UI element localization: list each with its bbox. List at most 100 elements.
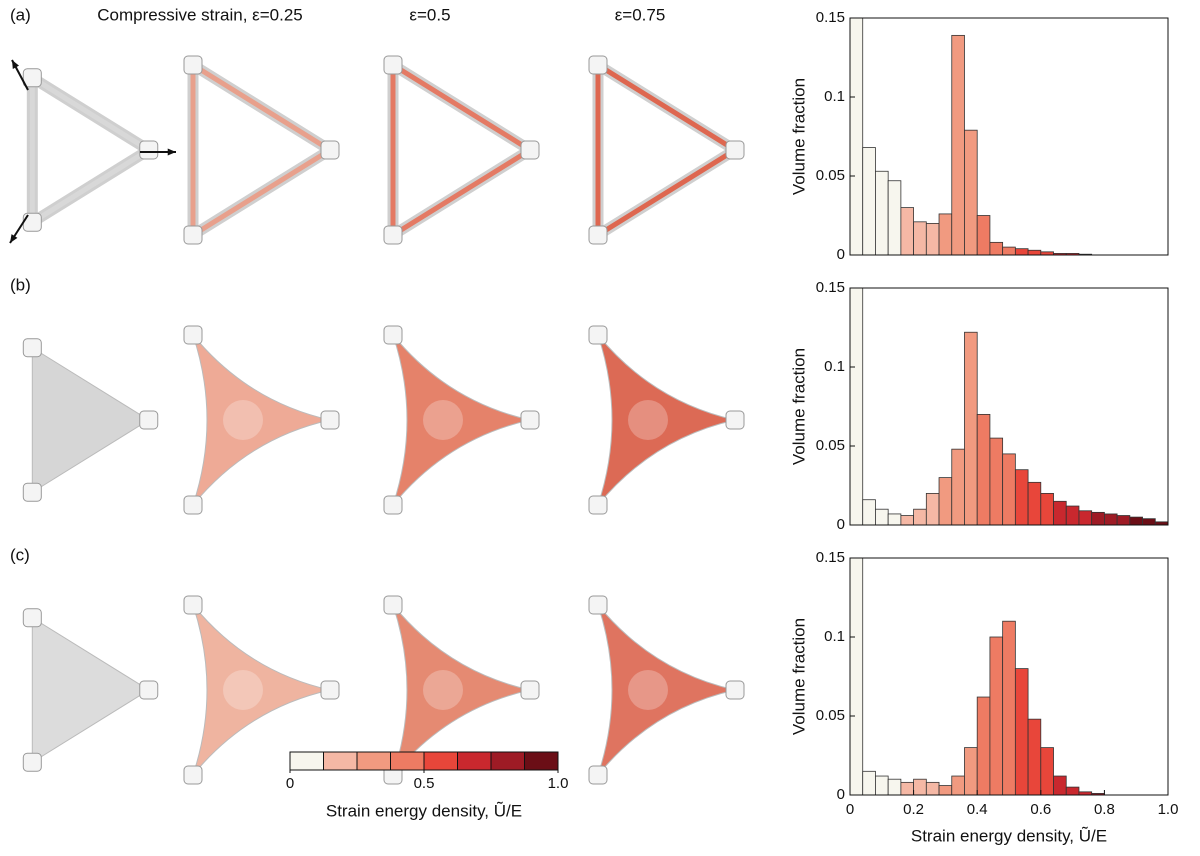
histogram-bar [951, 775, 965, 796]
specimen-clamp [139, 410, 159, 430]
x-axis-label: Strain energy density, Ũ/E [911, 826, 1107, 845]
plot-frame [849, 557, 1169, 796]
histogram-bar [989, 437, 1004, 526]
colorbar-swatch [490, 751, 525, 771]
specimen-clamp [588, 765, 608, 785]
histogram-bar [875, 775, 889, 796]
y-tick-label: 0.05 [816, 437, 845, 454]
specimen-clamp [588, 225, 608, 245]
specimen-clamp [183, 325, 203, 345]
histogram-bar [887, 778, 902, 796]
load-arrowhead [12, 60, 19, 69]
specimen-plate [392, 604, 531, 776]
specimen-frame [187, 59, 336, 241]
y-tick-label: 0.1 [824, 628, 845, 645]
y-tick-label: 0.15 [816, 9, 845, 26]
histogram-bar [925, 492, 940, 526]
colorbar-tick-label: 1.0 [548, 775, 569, 792]
column-title: ε=0.5 [409, 5, 450, 24]
histogram-bar [1142, 518, 1156, 526]
histogram-bar [976, 696, 991, 796]
specimen [383, 55, 540, 245]
specimen-clamp [139, 680, 159, 700]
histogram-bar [989, 241, 1004, 256]
colorbar-swatch [289, 751, 324, 771]
y-tick-label: 0.15 [816, 279, 845, 296]
histogram-bar [900, 207, 915, 256]
y-tick-label: 0.05 [816, 707, 845, 724]
specimen-clamp [183, 55, 203, 75]
specimen-clamp [520, 410, 540, 430]
specimen-clamp [183, 225, 203, 245]
specimen-clamp [383, 225, 403, 245]
specimen-frame-strain [595, 62, 738, 238]
colorbar-tick-label: 0.5 [414, 775, 435, 792]
colorbar-swatch [423, 751, 458, 771]
histogram-bar [1002, 246, 1016, 256]
specimen-clamp [383, 495, 403, 515]
histogram-bar [951, 448, 965, 526]
histogram-bar [976, 413, 991, 526]
specimen [183, 595, 340, 785]
histogram-bar [862, 147, 876, 256]
specimen-clamp [139, 140, 159, 160]
specimen [22, 68, 159, 232]
histogram-bar [1053, 775, 1067, 796]
specimen [588, 595, 745, 785]
histogram-bar [938, 785, 953, 796]
histogram-bar [1040, 747, 1054, 796]
specimen-clamp [588, 495, 608, 515]
histogram-bar [964, 129, 978, 256]
load-arrowhead [10, 234, 18, 243]
x-tick-label: 0.6 [1030, 801, 1051, 818]
specimen-clamp [22, 68, 42, 88]
histogram-bar [862, 499, 876, 526]
specimen [588, 325, 745, 515]
specimen-clamp [588, 325, 608, 345]
histogram-bar [900, 515, 915, 526]
specimen-clamp [22, 752, 42, 772]
specimen-center [628, 670, 668, 710]
histogram-bar [925, 222, 940, 256]
y-axis-label: Volume fraction [789, 348, 808, 465]
specimen-plate [597, 604, 736, 776]
x-tick-label: 0 [846, 801, 854, 818]
histogram-bar [900, 781, 915, 796]
specimen-clamp [22, 212, 42, 232]
specimen-clamp [183, 765, 203, 785]
specimen-plate [597, 334, 736, 506]
histogram-bar [913, 508, 927, 526]
specimen-center [223, 400, 263, 440]
specimen-clamp [725, 410, 745, 430]
specimen-clamp [383, 55, 403, 75]
specimen-clamp [588, 55, 608, 75]
histogram-bar [1040, 492, 1054, 526]
specimen-clamp [725, 140, 745, 160]
histogram-bar [964, 747, 978, 796]
histogram-bar [1014, 248, 1029, 256]
histogram-bar [925, 781, 940, 796]
colorbar-swatch [390, 751, 425, 771]
specimen-frame [387, 59, 536, 241]
plot-frame [849, 17, 1169, 256]
specimen-frame [26, 72, 155, 228]
histogram-bar [849, 17, 864, 256]
histogram-bar [913, 221, 927, 256]
histogram-bar [887, 513, 902, 526]
histogram-bar [849, 557, 864, 796]
plot-frame [849, 287, 1169, 526]
column-title: ε=0.75 [615, 5, 666, 24]
specimen-center [628, 400, 668, 440]
histogram-bar [913, 778, 927, 796]
histogram-bar [1014, 668, 1029, 796]
specimen [383, 325, 540, 515]
specimen-clamp [22, 482, 42, 502]
specimen-plate [192, 334, 331, 506]
y-tick-label: 0 [837, 786, 845, 803]
x-tick-label: 0.4 [967, 801, 988, 818]
specimen-clamp [22, 338, 42, 358]
histogram-bar [862, 770, 876, 796]
specimens [9, 55, 745, 785]
specimen-center [223, 670, 263, 710]
